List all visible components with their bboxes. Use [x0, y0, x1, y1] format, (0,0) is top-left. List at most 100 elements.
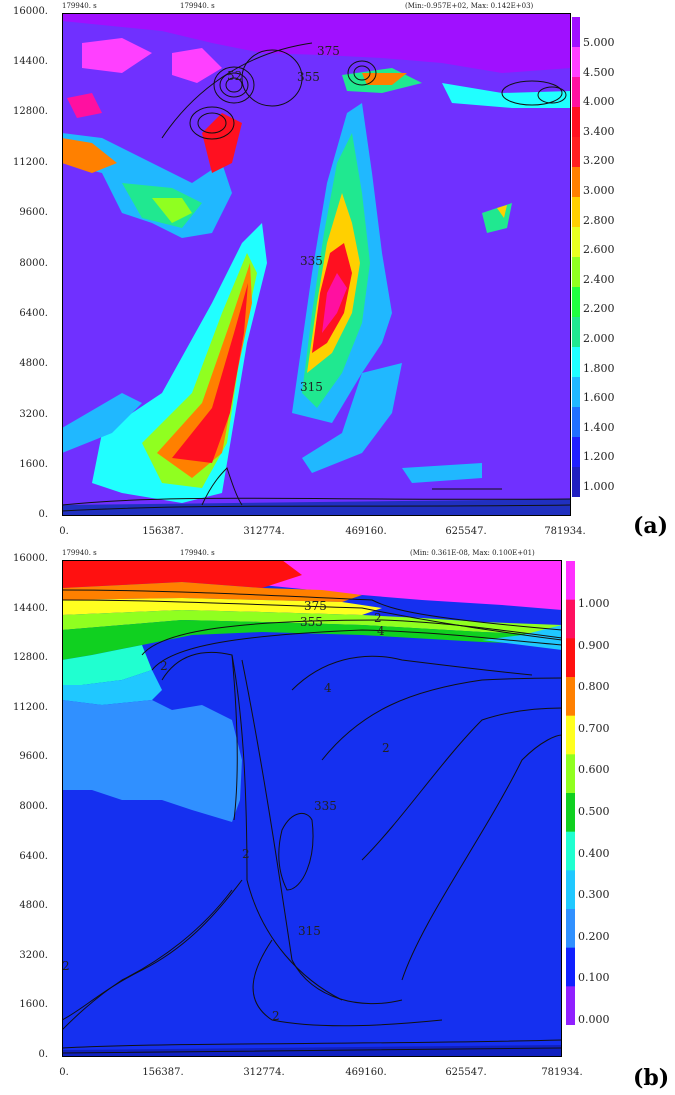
colorbar-tick-label: 5.000 [583, 36, 615, 49]
contour-label: 335 [314, 799, 337, 813]
field-region [62, 700, 242, 822]
colorbar-tick-label: 4.000 [583, 95, 615, 109]
x-tick-label: 156387. [142, 526, 184, 537]
colorbar-tick-label: 1.000 [578, 597, 610, 610]
colorbar-swatch [566, 986, 575, 1025]
x-tick-label: 781934. [544, 526, 586, 537]
field-region [482, 625, 562, 650]
y-tick-label: 8000. [19, 258, 48, 269]
field-region [202, 113, 242, 173]
chart-panel-a: 179940. s 179940. s (Min:-0.957E+02, Max… [0, 0, 675, 545]
y-tick-label: 6400. [19, 851, 48, 862]
y-tick-label: 9600. [19, 751, 48, 762]
colorbar-tick-label: 1.400 [583, 420, 615, 434]
colorbar-swatch [566, 754, 575, 794]
colorbar-tick-label: 3.000 [583, 184, 615, 197]
colorbar-tick-label: 0.000 [578, 1013, 610, 1026]
field-region [62, 560, 302, 588]
plot-area-a: 52 375 355 335 315 [62, 13, 571, 516]
y-tick-label: 12800. [13, 652, 48, 663]
contour-label: 2 [374, 611, 382, 625]
contour-label: 4 [324, 681, 332, 695]
header-time-left: 179940. s [62, 2, 97, 10]
field-region [62, 610, 562, 635]
y-tick-label: 11200. [13, 702, 48, 713]
colorbar-swatch [572, 287, 580, 318]
colorbar-tick-label: 1.600 [583, 391, 615, 405]
contour-label: 335 [300, 254, 323, 268]
y-tick-label: 9600. [19, 207, 48, 218]
header-time-center: 179940. s [180, 549, 215, 557]
colorbar-swatch [566, 599, 575, 639]
x-tick-label: 781934. [541, 1067, 583, 1078]
x-tick-label: 312774. [243, 526, 285, 537]
field-region [62, 598, 382, 615]
y-tick-label: 3200. [19, 950, 48, 961]
colorbar-swatch [566, 947, 575, 987]
header-min-max: (Min: 0.361E-08, Max: 0.100E+01) [410, 549, 535, 557]
field-region [302, 363, 402, 473]
field-region [62, 393, 142, 453]
colorbar-swatch [572, 227, 580, 258]
field-region [497, 205, 507, 218]
chart-panel-b: 179940. s 179940. s (Min: 0.361E-08, Max… [0, 548, 675, 1093]
field-region [62, 645, 152, 685]
y-tick-label: 4800. [19, 900, 48, 911]
colorbar-tick-label: 0.300 [578, 888, 610, 902]
field-region [322, 273, 347, 333]
y-tick-label: 16000. [13, 6, 48, 17]
x-tick-label: 625547. [445, 1067, 487, 1078]
field-region [62, 499, 571, 516]
field-region [62, 620, 562, 660]
y-tick-label: 0. [38, 1049, 48, 1060]
x-tick-label: 0. [59, 1067, 69, 1078]
colorbar-tick-label: 2.600 [583, 243, 615, 257]
plot-area-b: 375 355 2 2 4 4 2 335 2 315 2 2 [62, 560, 562, 1057]
colorbar-swatch [572, 107, 580, 138]
field-region [152, 198, 192, 223]
panel-label-b: (b) [633, 1065, 670, 1091]
colorbar-tick-label: 0.100 [578, 971, 610, 985]
y-tick-label: 8000. [19, 801, 48, 812]
x-tick-label: 469160. [345, 526, 387, 537]
x-tick-label: 625547. [445, 526, 487, 537]
y-tick-label: 0. [38, 509, 48, 520]
x-tick-label: 156387. [142, 1067, 184, 1078]
field-region [172, 48, 222, 83]
field-region [142, 253, 257, 488]
colorbar-swatch [566, 909, 575, 949]
contour-label: 355 [297, 70, 320, 84]
field-region [362, 73, 407, 85]
header-time-center: 179940. s [180, 2, 215, 10]
field-region [62, 13, 571, 73]
colorbar-b [566, 561, 575, 1025]
colorbar-swatch [572, 407, 580, 438]
colorbar-tick-label: 0.900 [578, 638, 610, 652]
x-tick-label: 469160. [345, 1067, 387, 1078]
colorbar-swatch [572, 347, 580, 378]
colorbar-swatch [572, 437, 580, 468]
colorbar-tick-label: 3.400 [583, 124, 615, 138]
field-region [82, 38, 152, 73]
header-min-max: (Min:-0.957E+02, Max: 0.142E+03) [405, 2, 534, 10]
contour-label: 4 [377, 624, 385, 638]
colorbar-swatch [572, 197, 580, 228]
contour-label: 2 [242, 847, 250, 861]
contour-label: 375 [304, 599, 327, 613]
header-time-left: 179940. s [62, 549, 97, 557]
colorbar-tick-label: 3.200 [583, 154, 615, 168]
y-tick-label: 3200. [19, 409, 48, 420]
contour-label: 375 [317, 44, 340, 58]
contour-label: 355 [300, 615, 323, 629]
colorbar-tick-label: 1.200 [583, 450, 615, 464]
colorbar-swatch [572, 377, 580, 408]
field-region [62, 1045, 562, 1057]
colorbar-swatch [566, 870, 575, 910]
field-region [62, 670, 162, 705]
y-tick-label: 1600. [19, 999, 48, 1010]
colorbar-tick-label: 0.600 [578, 763, 610, 777]
colorbar-tick-label: 2.400 [583, 272, 615, 286]
colorbar-tick-label: 1.000 [583, 480, 615, 493]
colorbar-tick-label: 0.200 [578, 929, 610, 943]
y-tick-label: 14400. [13, 603, 48, 614]
